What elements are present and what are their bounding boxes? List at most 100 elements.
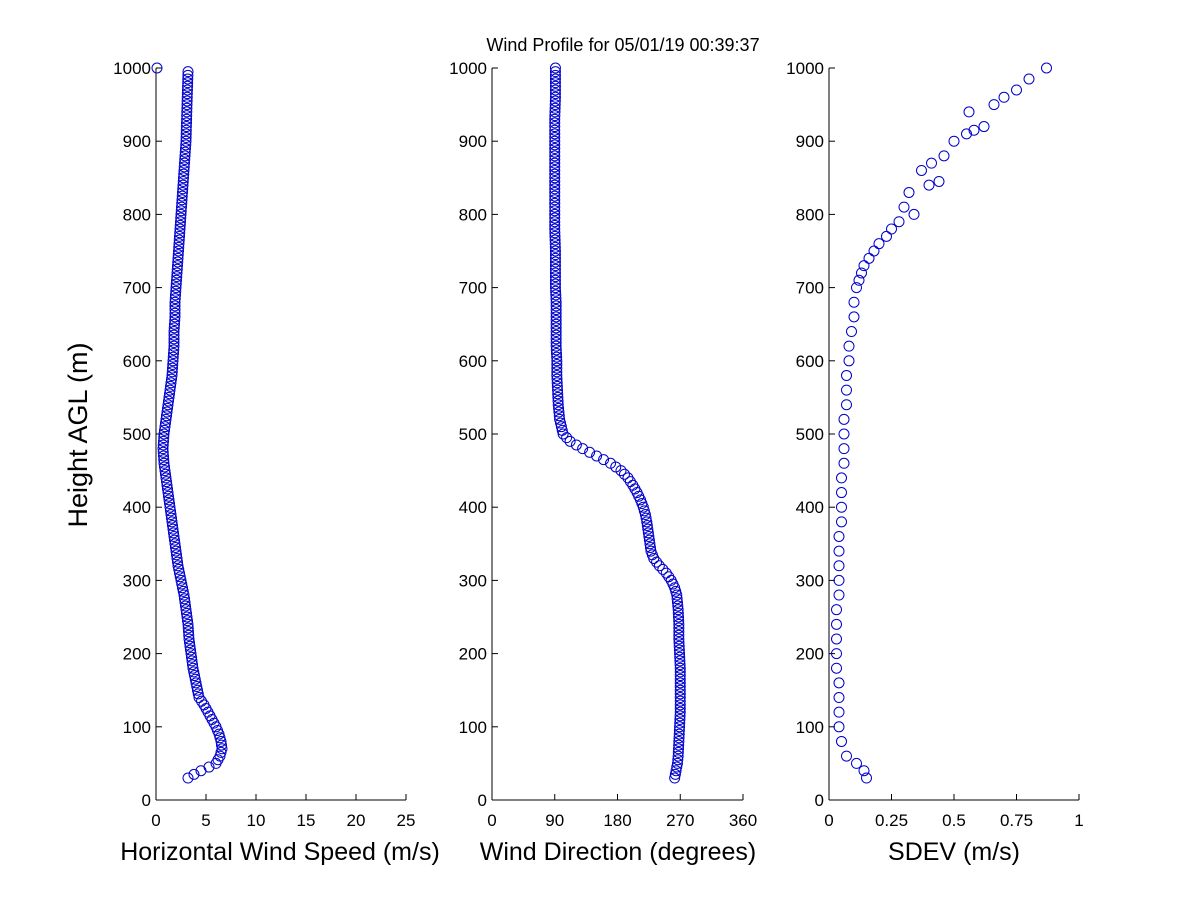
direction-data-point: [549, 223, 561, 235]
speed-data-point: [183, 633, 195, 645]
direction-data-point: [640, 512, 652, 524]
sdev-data-point: [916, 164, 927, 176]
direction-xtick-label: 270: [666, 811, 694, 830]
direction-data-point: [672, 600, 684, 612]
speed-xtick-label: 0: [151, 811, 160, 830]
direction-data-point: [549, 95, 561, 107]
speed-ytick-label: 900: [123, 132, 151, 151]
speed-data-point: [179, 150, 191, 162]
direction-data-point: [549, 132, 561, 144]
sdev-data-point: [838, 443, 850, 455]
direction-data-point: [550, 333, 562, 345]
direction-xtick-label: 180: [603, 811, 631, 830]
direction-ytick-label: 600: [459, 352, 487, 371]
speed-data-point: [168, 322, 180, 334]
direction-data-point: [671, 593, 683, 605]
direction-data-point: [549, 106, 561, 118]
speed-data-point: [165, 505, 176, 517]
speed-data-point: [172, 256, 184, 268]
sdev-axes: [828, 68, 1079, 801]
direction-data-point: [549, 208, 561, 220]
speed-data-point: [169, 538, 181, 550]
direction-data-point: [674, 717, 686, 729]
direction-data-point: [551, 380, 563, 392]
direction-data-point: [549, 135, 561, 147]
speed-data-point: [158, 432, 170, 444]
speed-data-point: [174, 219, 186, 231]
speed-data-point: [170, 282, 182, 294]
speed-data-point: [167, 351, 179, 363]
direction-data-point: [550, 285, 562, 297]
speed-data-point: [216, 739, 227, 751]
direction-data-point: [549, 175, 561, 187]
speed-data-point: [171, 549, 182, 561]
direction-data-point: [550, 344, 562, 356]
direction-data-point: [550, 326, 562, 338]
speed-data-point: [165, 380, 176, 392]
direction-data-point: [553, 410, 565, 422]
direction-data-point: [672, 754, 684, 766]
direction-data-point: [674, 706, 686, 718]
direction-data-point: [549, 113, 561, 125]
direction-data-point: [549, 172, 561, 184]
speed-data-point: [183, 629, 195, 641]
direction-data-point: [673, 640, 685, 652]
direction-data-point: [622, 472, 634, 484]
sdev-data-point: [843, 355, 855, 367]
sdev-data-point: [841, 750, 852, 762]
sdev-data-point: [903, 186, 915, 198]
direction-data-point: [671, 761, 683, 773]
speed-data-point: [167, 358, 179, 370]
sdev-data-point: [838, 428, 850, 440]
direction-data-point: [553, 402, 565, 414]
sdev-data-point: [961, 128, 972, 140]
speed-data-point: [170, 541, 181, 553]
speed-ytick-label: 700: [123, 279, 151, 298]
direction-data-point: [643, 534, 655, 546]
speed-data-point: [182, 618, 194, 630]
speed-data-point: [168, 337, 180, 348]
speed-data-point: [182, 73, 194, 85]
speed-data-point: [198, 699, 210, 711]
direction-data-point: [670, 765, 682, 777]
direction-ytick-label: 500: [459, 425, 487, 444]
sdev-data-point: [836, 472, 847, 484]
sdev-data-point: [841, 369, 852, 381]
direction-data-point: [551, 377, 563, 389]
sdev-ytick-label: 800: [796, 205, 824, 224]
speed-data-point: [181, 84, 193, 96]
sdev-data-point: [836, 501, 847, 513]
speed-data-point: [170, 278, 182, 290]
direction-data-point: [550, 347, 562, 359]
speed-data-point: [176, 578, 188, 590]
direction-data-point: [674, 713, 686, 725]
speed-data-point: [167, 520, 178, 531]
direction-data-point: [549, 150, 561, 162]
sdev-data-point: [881, 230, 892, 242]
speed-data-point: [176, 194, 188, 206]
sdev-data-point: [838, 457, 850, 469]
speed-data-point: [174, 567, 185, 579]
direction-data-point: [674, 662, 686, 674]
speed-data-point: [172, 560, 184, 572]
speed-data-point: [168, 347, 179, 359]
speed-data-point: [157, 443, 169, 455]
direction-ytick-label: 0: [478, 791, 487, 810]
sdev-data-point: [926, 157, 937, 169]
speed-data-point: [182, 772, 194, 784]
direction-data-point: [552, 395, 564, 407]
direction-data-point: [549, 139, 561, 151]
sdev-data-point: [841, 384, 852, 396]
direction-data-point: [674, 677, 686, 689]
direction-data-point: [549, 143, 561, 155]
speed-data-point: [175, 205, 187, 217]
speed-data-point: [178, 589, 190, 601]
speed-ytick-label: 800: [123, 205, 151, 224]
speed-data-point: [180, 128, 192, 140]
speed-data-point: [173, 563, 185, 575]
direction-data-point: [644, 541, 656, 553]
speed-data-point: [166, 369, 178, 381]
direction-data-point: [549, 241, 561, 253]
sdev-data-point: [861, 772, 872, 784]
